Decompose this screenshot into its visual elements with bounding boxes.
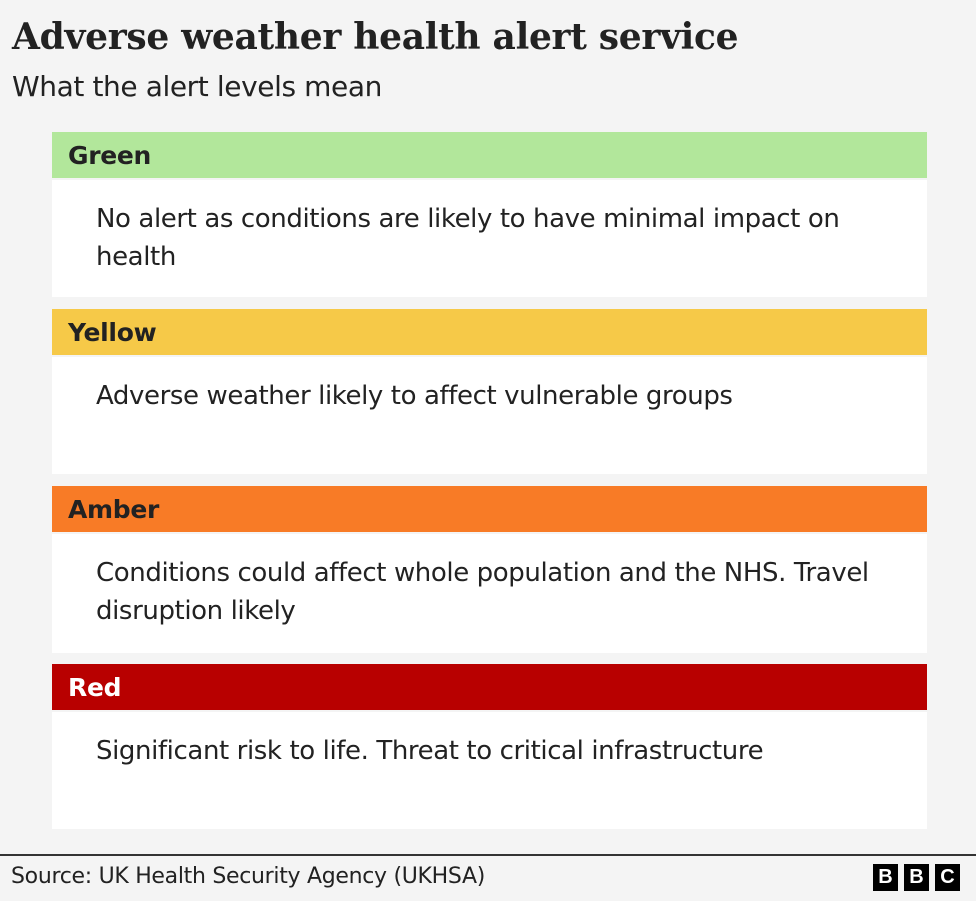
level-band: Amber (52, 486, 927, 532)
bbc-logo-block: B (873, 864, 898, 891)
level-name: Amber (68, 494, 160, 524)
alert-level-red: Red Significant risk to life. Threat to … (52, 664, 927, 829)
level-description-box: No alert as conditions are likely to hav… (52, 180, 927, 297)
bbc-logo: B B C (873, 864, 960, 891)
level-description-box: Conditions could affect whole population… (52, 534, 927, 653)
level-description: Conditions could affect whole population… (96, 558, 869, 626)
source-credit: Source: UK Health Security Agency (UKHSA… (11, 864, 486, 889)
level-description: Significant risk to life. Threat to crit… (96, 736, 764, 766)
level-band: Green (52, 132, 927, 178)
alert-level-amber: Amber Conditions could affect whole popu… (52, 486, 927, 653)
level-name: Red (68, 672, 122, 702)
level-description: Adverse weather likely to affect vulnera… (96, 381, 733, 411)
footer-divider (0, 854, 976, 856)
bbc-logo-block: B (904, 864, 929, 891)
level-description: No alert as conditions are likely to hav… (96, 204, 840, 272)
page-title: Adverse weather health alert service (12, 16, 739, 58)
level-band: Red (52, 664, 927, 710)
level-description-box: Adverse weather likely to affect vulnera… (52, 357, 927, 474)
level-name: Yellow (68, 317, 157, 347)
level-description-box: Significant risk to life. Threat to crit… (52, 712, 927, 829)
page-subtitle: What the alert levels mean (12, 70, 382, 103)
bbc-logo-block: C (935, 864, 960, 891)
level-band: Yellow (52, 309, 927, 355)
alert-level-green: Green No alert as conditions are likely … (52, 132, 927, 297)
level-name: Green (68, 140, 152, 170)
alert-level-yellow: Yellow Adverse weather likely to affect … (52, 309, 927, 474)
